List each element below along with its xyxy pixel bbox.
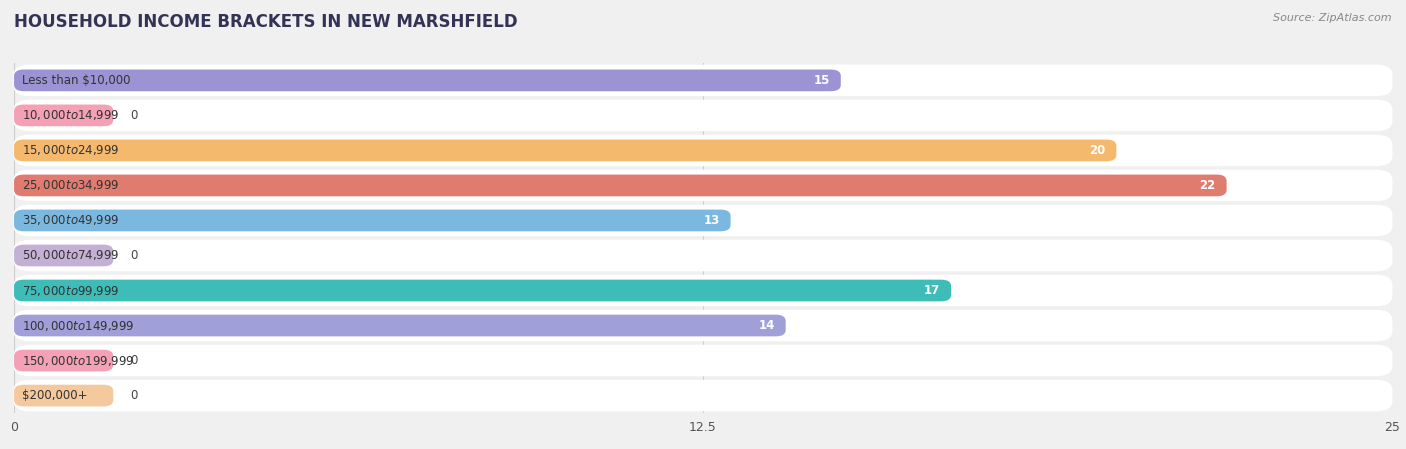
FancyBboxPatch shape xyxy=(14,175,1226,196)
FancyBboxPatch shape xyxy=(14,245,114,266)
Text: 15: 15 xyxy=(814,74,830,87)
Text: $75,000 to $99,999: $75,000 to $99,999 xyxy=(22,283,120,298)
FancyBboxPatch shape xyxy=(14,135,1392,166)
Text: 14: 14 xyxy=(758,319,775,332)
Text: HOUSEHOLD INCOME BRACKETS IN NEW MARSHFIELD: HOUSEHOLD INCOME BRACKETS IN NEW MARSHFI… xyxy=(14,13,517,31)
Text: 0: 0 xyxy=(129,389,138,402)
FancyBboxPatch shape xyxy=(14,105,114,126)
Text: 22: 22 xyxy=(1199,179,1216,192)
FancyBboxPatch shape xyxy=(14,345,1392,376)
Text: Source: ZipAtlas.com: Source: ZipAtlas.com xyxy=(1274,13,1392,23)
FancyBboxPatch shape xyxy=(14,385,114,406)
FancyBboxPatch shape xyxy=(14,275,1392,306)
FancyBboxPatch shape xyxy=(14,315,786,336)
Text: 0: 0 xyxy=(129,354,138,367)
Text: $10,000 to $14,999: $10,000 to $14,999 xyxy=(22,108,120,123)
Text: $150,000 to $199,999: $150,000 to $199,999 xyxy=(22,353,135,368)
FancyBboxPatch shape xyxy=(14,140,1116,161)
FancyBboxPatch shape xyxy=(14,65,1392,96)
Text: $50,000 to $74,999: $50,000 to $74,999 xyxy=(22,248,120,263)
Text: $100,000 to $149,999: $100,000 to $149,999 xyxy=(22,318,135,333)
Text: $25,000 to $34,999: $25,000 to $34,999 xyxy=(22,178,120,193)
Text: $200,000+: $200,000+ xyxy=(22,389,87,402)
FancyBboxPatch shape xyxy=(14,70,841,91)
Text: 0: 0 xyxy=(129,109,138,122)
FancyBboxPatch shape xyxy=(14,280,950,301)
Text: 0: 0 xyxy=(129,249,138,262)
Text: Less than $10,000: Less than $10,000 xyxy=(22,74,131,87)
FancyBboxPatch shape xyxy=(14,210,731,231)
Text: $35,000 to $49,999: $35,000 to $49,999 xyxy=(22,213,120,228)
FancyBboxPatch shape xyxy=(14,240,1392,271)
Text: $15,000 to $24,999: $15,000 to $24,999 xyxy=(22,143,120,158)
FancyBboxPatch shape xyxy=(14,170,1392,201)
FancyBboxPatch shape xyxy=(14,100,1392,131)
Text: 20: 20 xyxy=(1090,144,1105,157)
Text: 13: 13 xyxy=(703,214,720,227)
FancyBboxPatch shape xyxy=(14,380,1392,411)
FancyBboxPatch shape xyxy=(14,310,1392,341)
FancyBboxPatch shape xyxy=(14,350,114,371)
FancyBboxPatch shape xyxy=(14,205,1392,236)
Text: 17: 17 xyxy=(924,284,941,297)
